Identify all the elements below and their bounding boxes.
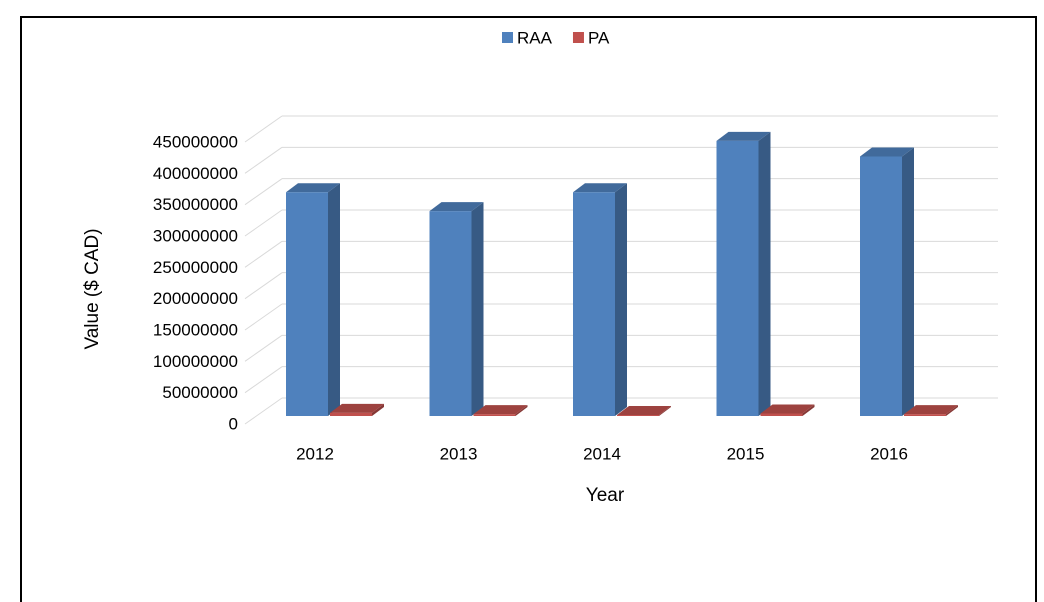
bar (286, 183, 340, 416)
grid-line (244, 397, 283, 425)
grid-line (244, 178, 283, 206)
bar-side (758, 131, 771, 417)
y-tick-label: 400000000 (153, 164, 238, 183)
bar-top (716, 131, 771, 141)
y-tick-label: 300000000 (153, 226, 238, 245)
bar-front (617, 415, 659, 416)
x-tick-label: 2016 (870, 444, 908, 463)
bar-top (860, 147, 914, 157)
bar-side (372, 403, 384, 416)
bar (573, 183, 627, 416)
bar-side (471, 202, 484, 416)
bar-top (286, 183, 340, 193)
bar-top (904, 405, 958, 415)
bar-top (760, 404, 815, 414)
bar (330, 403, 384, 416)
bar-side (615, 183, 627, 416)
bar (760, 404, 815, 416)
grid-line (244, 272, 283, 300)
bar-front (473, 414, 516, 416)
frame (20, 16, 1037, 602)
grid-line (244, 366, 283, 394)
grid-line (244, 303, 283, 331)
y-tick-label: 100000000 (153, 352, 238, 371)
y-tick-label: 150000000 (153, 320, 238, 339)
bar-top (617, 406, 671, 416)
legend-label: PA (588, 28, 610, 47)
y-tick-label: 350000000 (153, 195, 238, 214)
bar-top (429, 202, 484, 212)
bar-front (716, 140, 759, 417)
bar-top (330, 403, 384, 413)
x-tick-label: 2013 (440, 444, 478, 463)
y-tick-label: 250000000 (153, 258, 238, 277)
bar-front (429, 211, 472, 416)
x-tick-label: 2012 (296, 444, 334, 463)
bar-front (904, 414, 946, 416)
bar-side (902, 147, 914, 416)
legend-label: RAA (517, 28, 553, 47)
bar-top (573, 183, 627, 193)
bar-top (473, 405, 528, 415)
y-tick-label: 50000000 (162, 383, 238, 402)
grid-line (244, 240, 283, 268)
legend-swatch (502, 32, 513, 43)
y-tick-label: 450000000 (153, 132, 238, 151)
grid-line (244, 115, 283, 143)
bar-front (860, 156, 902, 416)
bar-side (515, 405, 528, 416)
bar (617, 406, 671, 416)
legend-swatch (572, 32, 584, 43)
x-axis-title: Year (586, 485, 625, 506)
x-tick-label: 2014 (583, 444, 621, 463)
bar (904, 405, 958, 416)
bar (860, 147, 914, 416)
bar (716, 131, 771, 417)
y-axis-title: Value ($ CAD) (82, 228, 103, 349)
bar (473, 405, 528, 416)
bar-side (946, 405, 958, 416)
y-tick-label: 200000000 (153, 289, 238, 308)
bar-side (328, 183, 340, 416)
bar-front (573, 192, 615, 416)
grid-line (244, 334, 283, 362)
bar-side (802, 404, 815, 416)
grid-line (244, 146, 283, 174)
bar-front (286, 192, 328, 416)
bar-front (760, 413, 803, 416)
grid-line (244, 209, 283, 237)
bar (429, 202, 484, 416)
bar-side (659, 406, 671, 416)
bar-front (330, 412, 372, 416)
y-tick-label: 0 (229, 414, 238, 433)
x-tick-label: 2015 (727, 444, 765, 463)
